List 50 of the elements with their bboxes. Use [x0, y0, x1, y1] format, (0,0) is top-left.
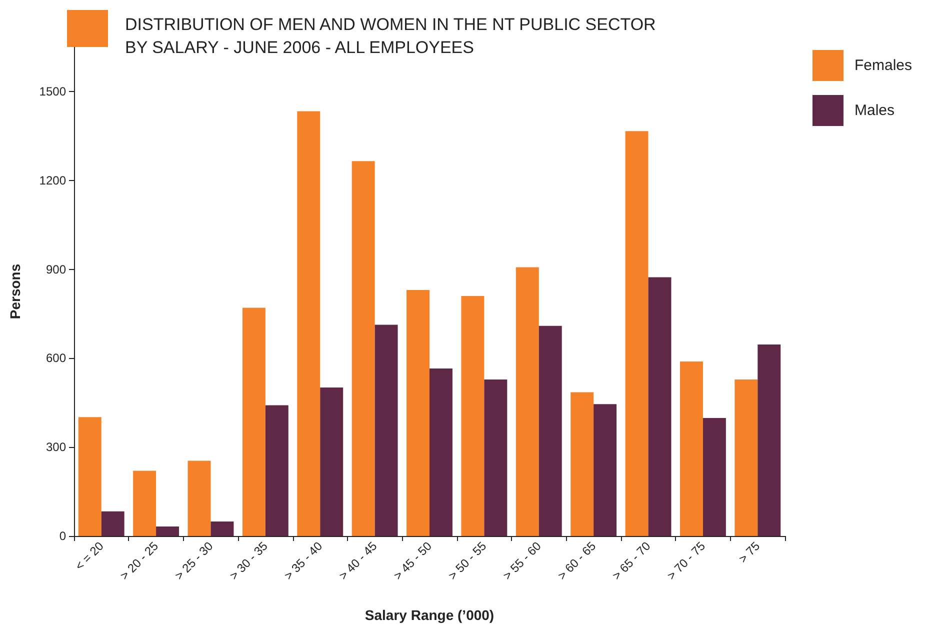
bar	[758, 344, 781, 536]
bar	[625, 131, 648, 536]
bar	[265, 405, 288, 536]
bar	[242, 308, 266, 536]
x-tick-label: > 50 - 55	[446, 538, 490, 583]
x-tick-label: > 30 - 35	[226, 538, 271, 583]
bar	[188, 460, 211, 536]
bar	[516, 267, 539, 536]
y-axis-title: Persons	[7, 264, 23, 320]
bar	[538, 326, 562, 536]
x-tick-label: > 70 - 75	[664, 538, 708, 583]
x-tick-label: > 55 - 60	[500, 538, 544, 583]
bar	[101, 511, 124, 536]
bar	[680, 361, 703, 536]
x-axis-title: Salary Range (’000)	[364, 607, 494, 623]
bar	[210, 521, 234, 536]
bar	[78, 417, 102, 536]
bar	[734, 380, 758, 536]
y-tick-label: 1500	[39, 84, 66, 98]
x-tick-label: < = 20	[72, 538, 107, 573]
bar	[484, 380, 508, 536]
x-tick-label: > 40 - 45	[336, 538, 380, 583]
bar	[430, 368, 452, 536]
bar	[352, 161, 375, 536]
bar	[133, 470, 156, 536]
x-tick-label: > 75	[736, 538, 763, 566]
bar	[156, 526, 180, 536]
x-tick-label: > 35 - 40	[281, 538, 326, 583]
x-tick-label: > 20 - 25	[117, 538, 162, 583]
x-tick-label: > 45 - 50	[390, 538, 435, 583]
bar	[594, 404, 617, 536]
y-tick-label: 900	[46, 262, 66, 276]
chart-title: DISTRIBUTION OF MEN AND WOMEN IN THE NT PUBLIC SECTOR BY SALARY - JUNE 2006 - ALL EMPLOYEES	[125, 15, 656, 57]
bar	[702, 418, 726, 536]
x-tick-label: > 65 - 70	[610, 538, 654, 583]
y-tick-label: 0	[59, 529, 66, 543]
x-tick-label: > 25 - 30	[172, 538, 216, 583]
bar	[570, 392, 594, 536]
legend-label: Males	[854, 102, 894, 119]
x-tick-label: > 60 - 65	[554, 538, 599, 583]
legend-label: Females	[854, 57, 912, 74]
bar	[320, 388, 344, 536]
bar	[297, 111, 320, 536]
bar	[461, 296, 484, 536]
bar	[648, 277, 672, 536]
y-tick-label: 300	[46, 440, 66, 454]
y-tick-label: 1200	[39, 173, 66, 188]
y-tick-label: 600	[46, 351, 66, 366]
bar	[374, 324, 398, 536]
bar	[406, 290, 430, 536]
